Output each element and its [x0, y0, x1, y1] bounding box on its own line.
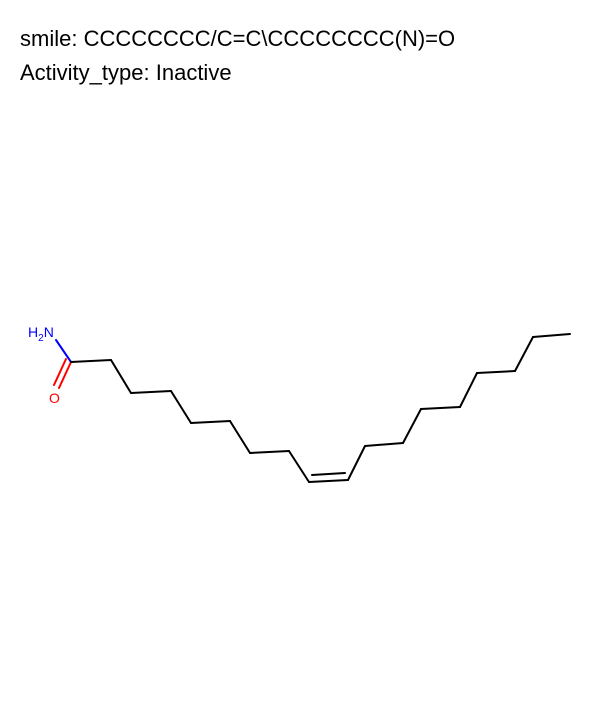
oxygen-label: O	[49, 390, 60, 406]
bond-c11-c12	[364, 442, 404, 447]
bond-c7-c8	[249, 450, 290, 454]
bond-c1-o-b	[53, 358, 67, 386]
amine-hydrogen-count: 2	[38, 333, 44, 344]
bond-c15-c16	[476, 370, 516, 374]
amine-label: H2N	[28, 324, 54, 344]
bond-c14-c15	[459, 372, 478, 408]
smiles-line: smile: CCCCCCCC/C=C\CCCCCCCC(N)=O	[20, 26, 456, 51]
bond-c13-c14	[420, 406, 461, 410]
bond-c9-c10-a	[308, 479, 349, 483]
bond-c12-c13	[402, 408, 422, 444]
bond-c1-o-a	[58, 361, 72, 389]
activity-line: Activity_type: Inactive	[20, 60, 232, 85]
bond-c16-c17	[514, 336, 534, 372]
smiles-value: CCCCCCCC/C=C\CCCCCCCC(N)=O	[83, 26, 456, 51]
amine-hydrogen-label: H	[28, 324, 38, 340]
amine-nitrogen-label: N	[44, 324, 54, 340]
bond-c9-c10-b	[311, 472, 346, 476]
bond-c4-c5	[170, 390, 192, 424]
bond-c6-c7	[229, 420, 251, 454]
activity-key: Activity_type	[20, 60, 144, 85]
bond-c3-c4	[130, 390, 172, 394]
bond-c2-c3	[110, 359, 132, 394]
smiles-key: smile	[20, 26, 72, 51]
bond-c5-c6	[190, 420, 231, 424]
activity-value: Inactive	[155, 60, 232, 85]
bond-n-c1	[55, 339, 72, 363]
bond-c8-c9	[288, 450, 310, 483]
bond-c10-c11	[347, 445, 366, 481]
bond-c1-c2	[70, 359, 112, 363]
bond-c17-c18	[532, 333, 571, 338]
